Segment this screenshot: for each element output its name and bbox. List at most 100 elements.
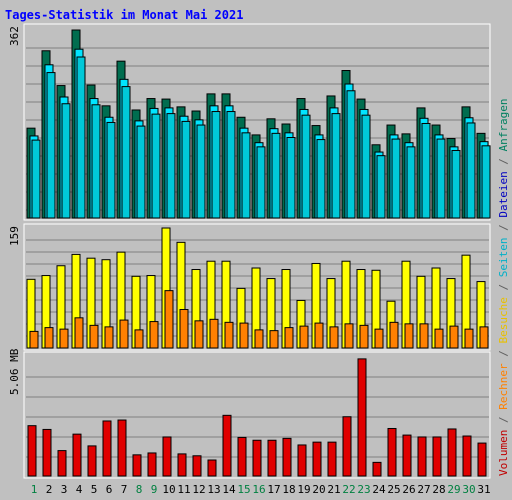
x-tick-label: 30 xyxy=(462,483,475,496)
bar-volumen-day-22 xyxy=(342,416,352,477)
x-tick-label: 15 xyxy=(237,483,250,496)
bar-volumen-day-6 xyxy=(102,420,112,477)
bar-rechner-day-22 xyxy=(344,323,354,349)
legend: Volumen / Rechner / Besuche / Seiten / D… xyxy=(497,98,510,476)
legend-seiten: Seiten xyxy=(497,238,510,278)
bar-seiten-day-10 xyxy=(166,113,176,219)
bar-rechner-day-20 xyxy=(314,322,324,349)
hits-max-label: 362 xyxy=(8,26,21,46)
bar-volumen-day-20 xyxy=(312,441,322,477)
bar-volumen-day-12 xyxy=(192,455,202,477)
bar-seiten-day-26 xyxy=(406,146,416,219)
bar-volumen-day-28 xyxy=(432,436,442,477)
bar-seiten-day-30 xyxy=(466,122,476,219)
bar-seiten-day-4 xyxy=(76,56,86,219)
panel-visits: 159 xyxy=(8,223,491,351)
bar-volumen-day-21 xyxy=(327,441,337,477)
legend-sep5: / xyxy=(497,151,510,171)
panel-volume-bars xyxy=(27,358,487,477)
panel-hits-bars xyxy=(26,29,491,219)
x-tick-label: 20 xyxy=(312,483,325,496)
x-tick-label: 7 xyxy=(121,483,128,496)
bar-volumen-day-19 xyxy=(297,444,307,477)
bar-volumen-day-13 xyxy=(207,459,217,477)
bar-seiten-day-27 xyxy=(421,122,431,219)
x-tick-label: 24 xyxy=(372,483,386,496)
bar-rechner-day-13 xyxy=(209,318,219,349)
bar-volumen-day-7 xyxy=(117,419,127,477)
x-tick-label: 31 xyxy=(477,483,490,496)
x-tick-label: 28 xyxy=(432,483,445,496)
bar-seiten-day-19 xyxy=(301,114,311,219)
bar-rechner-day-9 xyxy=(149,321,159,349)
bar-rechner-day-2 xyxy=(44,327,54,349)
bar-volumen-day-30 xyxy=(462,435,472,477)
x-tick-label: 4 xyxy=(76,483,83,496)
bar-seiten-day-14 xyxy=(226,111,236,219)
x-tick-label: 22 xyxy=(342,483,355,496)
x-tick-label: 14 xyxy=(222,483,236,496)
bar-rechner-day-11 xyxy=(179,309,189,349)
x-axis-labels: 1 2 3 4 5 6 7 8 9 10 11 12 13 14 15 16 17 18 19 20 21 22 23 24 2… xyxy=(31,483,491,496)
bar-volumen-day-4 xyxy=(72,433,82,477)
x-tick-label: 12 xyxy=(192,483,205,496)
x-tick-label: 10 xyxy=(162,483,175,496)
x-tick-label: 19 xyxy=(297,483,310,496)
bar-rechner-day-10 xyxy=(164,290,174,349)
x-tick-label: 16 xyxy=(252,483,265,496)
bar-volumen-day-9 xyxy=(147,452,157,477)
legend-sep3: / xyxy=(497,277,510,297)
x-tick-label: 21 xyxy=(327,483,340,496)
legend-besuche: Besuche xyxy=(497,297,510,343)
x-tick-label: 1 xyxy=(31,483,38,496)
bar-volumen-day-1 xyxy=(27,425,37,477)
bar-seiten-day-11 xyxy=(181,120,191,219)
bar-seiten-day-6 xyxy=(106,121,116,219)
x-tick-label: 8 xyxy=(136,483,143,496)
bar-seiten-day-24 xyxy=(376,155,386,219)
bar-seiten-day-3 xyxy=(61,103,71,219)
bar-seiten-day-8 xyxy=(136,125,146,219)
bar-rechner-day-30 xyxy=(464,328,474,349)
x-tick-label: 9 xyxy=(151,483,158,496)
bar-volumen-day-2 xyxy=(42,428,52,477)
bar-seiten-day-15 xyxy=(241,132,251,219)
bar-rechner-day-26 xyxy=(404,323,414,349)
x-tick-label: 25 xyxy=(387,483,400,496)
panel-volume: 5.06 MB xyxy=(8,348,491,479)
bar-volumen-day-5 xyxy=(87,445,97,477)
bar-rechner-day-29 xyxy=(449,325,459,349)
bar-seiten-day-7 xyxy=(121,86,131,219)
bar-seiten-day-9 xyxy=(151,113,161,219)
bar-rechner-day-3 xyxy=(59,328,69,349)
bar-seiten-day-22 xyxy=(346,90,356,219)
bar-seiten-day-25 xyxy=(391,138,401,219)
bar-volumen-day-8 xyxy=(132,454,142,477)
bar-seiten-day-23 xyxy=(361,114,371,219)
legend-dateien: Dateien xyxy=(497,171,510,217)
legend-sep1: / xyxy=(497,410,510,430)
bar-rechner-day-27 xyxy=(419,323,429,349)
bar-volumen-day-11 xyxy=(177,453,187,477)
legend-anfragen: Anfragen xyxy=(497,98,510,151)
x-tick-label: 18 xyxy=(282,483,295,496)
bar-rechner-day-5 xyxy=(89,324,99,349)
x-tick-label: 11 xyxy=(177,483,190,496)
bar-rechner-day-15 xyxy=(239,322,249,349)
bar-seiten-day-28 xyxy=(436,138,446,219)
bar-rechner-day-31 xyxy=(479,326,489,349)
volume-max-label: 5.06 MB xyxy=(8,348,21,395)
bar-volumen-day-24 xyxy=(372,461,382,477)
x-tick-label: 6 xyxy=(106,483,113,496)
bar-volumen-day-25 xyxy=(387,427,397,477)
bar-seiten-day-5 xyxy=(91,104,101,219)
bar-seiten-day-20 xyxy=(316,139,326,219)
bar-rechner-day-6 xyxy=(104,326,114,349)
bar-seiten-day-2 xyxy=(46,72,56,219)
bar-seiten-day-16 xyxy=(256,146,266,219)
bar-seiten-day-1 xyxy=(31,139,41,219)
bar-volumen-day-10 xyxy=(162,436,172,477)
bar-rechner-day-24 xyxy=(374,328,384,349)
bar-rechner-day-19 xyxy=(299,325,309,349)
